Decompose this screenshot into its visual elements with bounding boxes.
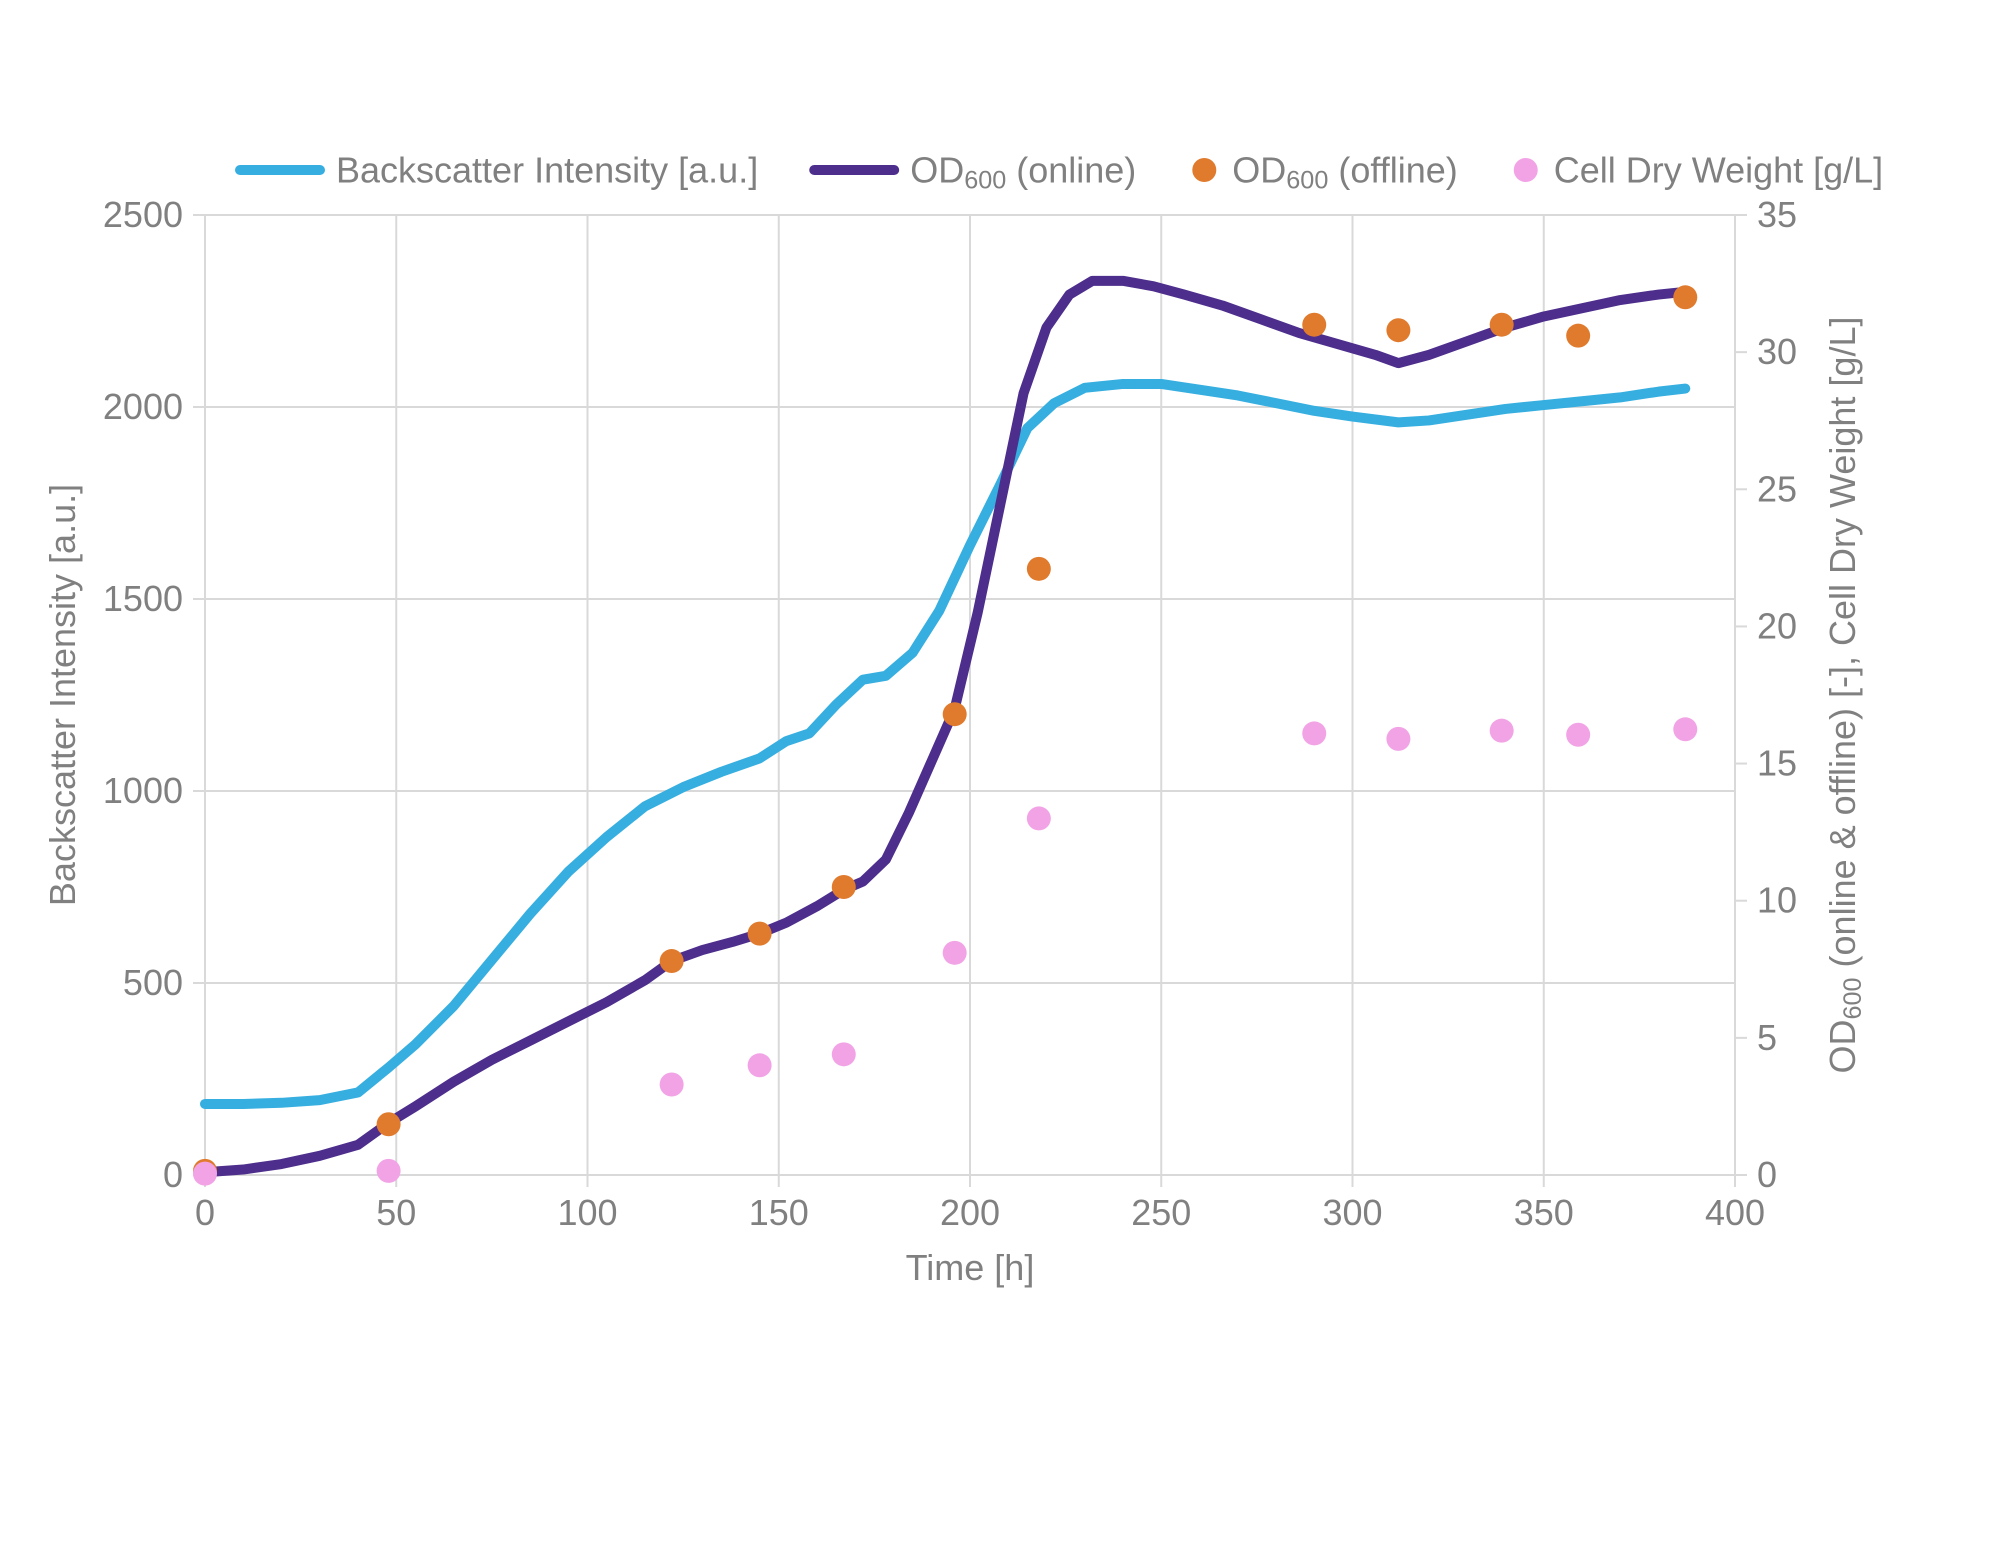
series-marker	[1673, 285, 1697, 309]
x-tick-label: 100	[557, 1192, 617, 1233]
y-right-tick-label: 35	[1757, 194, 1797, 235]
series-marker	[1302, 313, 1326, 337]
x-tick-label: 300	[1322, 1192, 1382, 1233]
y-left-tick-label: 1500	[103, 578, 183, 619]
legend-item: OD600 (offline)	[1192, 150, 1457, 195]
series-marker	[1027, 806, 1051, 830]
y-left-tick-label: 0	[163, 1154, 183, 1195]
series-marker	[832, 875, 856, 899]
series-marker	[1490, 719, 1514, 743]
y-right-axis-label: OD600 (online & offline) [-], Cell Dry W…	[1822, 317, 1867, 1074]
x-tick-label: 150	[749, 1192, 809, 1233]
y-right-tick-label: 20	[1757, 605, 1797, 646]
y-right-tick-label: 5	[1757, 1017, 1777, 1058]
x-axis-label: Time [h]	[906, 1247, 1035, 1288]
series-marker	[943, 702, 967, 726]
dual-axis-line-scatter-chart: 0501001502002503003504000500100015002000…	[0, 0, 2000, 1551]
x-tick-label: 250	[1131, 1192, 1191, 1233]
series-marker	[660, 1072, 684, 1096]
chart-container: 0501001502002503003504000500100015002000…	[0, 0, 2000, 1551]
series-marker	[377, 1159, 401, 1183]
y-left-tick-label: 2500	[103, 194, 183, 235]
legend: Backscatter Intensity [a.u.] OD600 (onlin…	[240, 150, 1883, 195]
y-left-tick-label: 500	[123, 962, 183, 1003]
series-marker	[748, 922, 772, 946]
x-tick-label: 400	[1705, 1192, 1765, 1233]
x-tick-label: 200	[940, 1192, 1000, 1233]
legend-label: Cell Dry Weight [g/L]	[1554, 150, 1883, 191]
series-marker	[1027, 557, 1051, 581]
series-marker	[193, 1162, 217, 1186]
legend-label: OD600 (offline)	[1232, 150, 1457, 195]
legend-item: Backscatter Intensity [a.u.]	[240, 150, 758, 191]
y-left-tick-label: 1000	[103, 770, 183, 811]
y-left-axis-label: Backscatter Intensity [a.u.]	[42, 484, 83, 906]
series-marker	[377, 1112, 401, 1136]
x-tick-label: 50	[376, 1192, 416, 1233]
legend-item: OD600 (online)	[814, 150, 1136, 195]
series-marker	[1566, 324, 1590, 348]
legend-swatch-marker	[1192, 158, 1216, 182]
y-right-tick-label: 30	[1757, 331, 1797, 372]
series-marker	[1673, 717, 1697, 741]
y-left-tick-label: 2000	[103, 386, 183, 427]
series-marker	[1386, 727, 1410, 751]
legend-item: Cell Dry Weight [g/L]	[1514, 150, 1883, 191]
y-right-tick-label: 15	[1757, 743, 1797, 784]
series-marker	[748, 1053, 772, 1077]
y-right-tick-label: 10	[1757, 880, 1797, 921]
series-marker	[943, 941, 967, 965]
series-marker	[1490, 313, 1514, 337]
y-right-tick-label: 0	[1757, 1154, 1777, 1195]
series-marker	[660, 949, 684, 973]
svg-text:OD600 (online & offline) [-],: OD600 (online & offline) [-], Cell Dry W…	[1822, 317, 1867, 1074]
legend-swatch-marker	[1514, 158, 1538, 182]
y-right-tick-label: 25	[1757, 468, 1797, 509]
legend-label: Backscatter Intensity [a.u.]	[336, 150, 758, 191]
legend-label: OD600 (online)	[910, 150, 1136, 195]
series-marker	[1302, 721, 1326, 745]
series-marker	[1566, 723, 1590, 747]
x-tick-label: 350	[1514, 1192, 1574, 1233]
x-tick-label: 0	[195, 1192, 215, 1233]
series-marker	[1386, 318, 1410, 342]
series-line	[205, 384, 1685, 1104]
series-marker	[832, 1042, 856, 1066]
